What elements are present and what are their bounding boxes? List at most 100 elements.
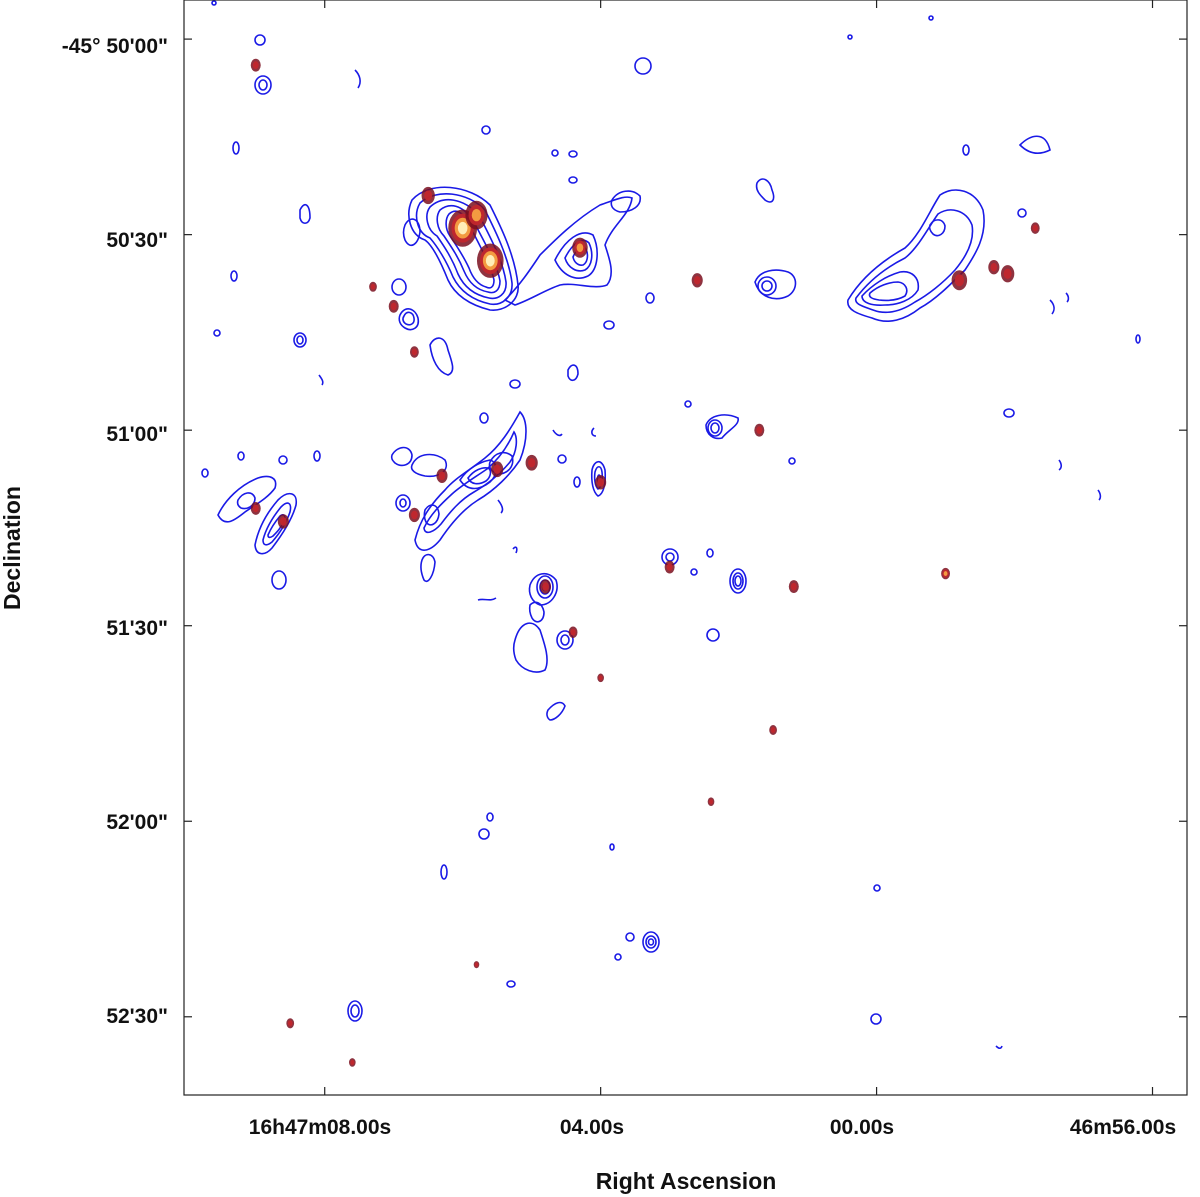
y-tick-label: 52'00" xyxy=(106,811,168,834)
contour-east-knot xyxy=(928,219,946,237)
contour-compact xyxy=(350,1004,360,1018)
emission-source xyxy=(756,426,763,435)
contour-west-clump xyxy=(391,278,407,296)
contour-bridge xyxy=(503,196,633,306)
emission-source xyxy=(280,517,287,526)
x-tick-label: 16h47m08.00s xyxy=(249,1116,391,1139)
contour-west-pair xyxy=(236,492,256,510)
contour-compact xyxy=(710,422,720,434)
contour-compact xyxy=(734,575,742,587)
emission-source xyxy=(493,464,501,475)
contour-south-group xyxy=(512,622,548,673)
emission-sources xyxy=(250,58,1040,1067)
contour-filament xyxy=(420,553,436,582)
axis-ticks xyxy=(184,0,1187,1095)
emission-source xyxy=(411,510,418,520)
contour-compact xyxy=(729,568,747,594)
emission-source xyxy=(576,243,584,252)
contour-small xyxy=(258,79,268,91)
contour-south-group xyxy=(546,701,566,721)
emission-source xyxy=(252,61,259,70)
contour-small xyxy=(293,332,307,348)
contour-compact xyxy=(665,552,675,562)
contour-compact xyxy=(647,938,655,946)
x-tick-label: 46m56.00s xyxy=(1070,1116,1176,1139)
contour-east-complex xyxy=(847,189,985,322)
y-tick-label: 51'00" xyxy=(106,423,168,446)
emission-source xyxy=(438,471,446,481)
contour-main-complex xyxy=(408,186,519,311)
contour-west-pair xyxy=(217,475,277,523)
contour-compact xyxy=(707,419,723,437)
contour-small xyxy=(395,494,411,512)
contour-east-complex xyxy=(861,270,920,306)
contour-east-complex xyxy=(854,209,974,314)
emission-source xyxy=(709,799,714,805)
contour-filament xyxy=(467,467,492,485)
y-tick-label: 50'30" xyxy=(106,229,168,252)
contour-south-group xyxy=(556,630,574,650)
contour-noise xyxy=(201,0,1141,1050)
contour-west-clump xyxy=(398,308,420,331)
contour-filament xyxy=(488,451,514,475)
y-axis-title: Declination xyxy=(0,486,25,610)
contour-south-group xyxy=(528,601,545,623)
emission-source xyxy=(598,675,603,681)
contour-west-clump xyxy=(402,218,421,247)
contour-filament xyxy=(390,446,413,467)
contour-small xyxy=(399,498,407,508)
emission-source xyxy=(693,275,701,285)
emission-source xyxy=(287,1020,293,1027)
emission-source xyxy=(542,582,549,591)
contour-filament xyxy=(423,430,518,534)
emission-source xyxy=(424,190,433,201)
x-tick-label: 00.00s xyxy=(830,1116,894,1139)
emission-source xyxy=(350,1059,355,1065)
x-tick-labels: 16h47m08.00s 04.00s 00.00s 46m56.00s xyxy=(249,1116,1176,1139)
y-tick-label: 51'30" xyxy=(106,617,168,640)
contour-compact xyxy=(645,935,657,949)
y-tick-labels: -45° 50'00" 50'30" 51'00" 51'30" 52'00" … xyxy=(62,35,168,1028)
y-tick-label: -45° 50'00" xyxy=(62,35,168,58)
emission-source xyxy=(666,563,673,571)
emission-source xyxy=(597,478,604,487)
emission-source xyxy=(411,348,418,356)
contour-west-clump xyxy=(402,311,415,326)
contour-east-complex xyxy=(868,281,908,302)
emission-source xyxy=(471,208,482,222)
x-tick-label: 04.00s xyxy=(560,1116,624,1139)
emission-source xyxy=(770,726,776,734)
contour-west-pair xyxy=(262,502,292,546)
emission-source xyxy=(370,283,376,290)
contour-compact xyxy=(754,269,797,300)
emission-source xyxy=(990,262,998,272)
contour-compact xyxy=(642,931,660,953)
y-tick-label: 52'30" xyxy=(106,1005,168,1028)
contour-small xyxy=(271,570,287,590)
contour-south-group xyxy=(560,634,570,646)
emission-source xyxy=(252,504,259,513)
contour-bridge-inner xyxy=(554,232,598,279)
emission-source xyxy=(474,962,479,967)
emission-source xyxy=(457,221,468,235)
contour-compact xyxy=(732,572,744,590)
contour-compact xyxy=(347,1000,363,1022)
contour-small xyxy=(254,75,272,95)
emission-source xyxy=(390,302,397,311)
contour-compact xyxy=(757,276,777,296)
emission-source xyxy=(1003,268,1012,279)
contour-south-group xyxy=(536,575,554,599)
contour-west-pair xyxy=(254,492,298,555)
emission-source xyxy=(485,254,495,267)
emission-source xyxy=(570,628,576,636)
contour-west-clump xyxy=(429,337,454,376)
contour-compact xyxy=(761,280,773,292)
emission-source xyxy=(1032,224,1038,232)
contour-south-group xyxy=(528,572,558,606)
emission-source xyxy=(943,571,948,577)
emission-source xyxy=(528,458,536,468)
x-axis-title: Right Ascension xyxy=(596,1168,777,1194)
plot-frame xyxy=(183,0,1188,1096)
contour-filament xyxy=(414,410,527,551)
